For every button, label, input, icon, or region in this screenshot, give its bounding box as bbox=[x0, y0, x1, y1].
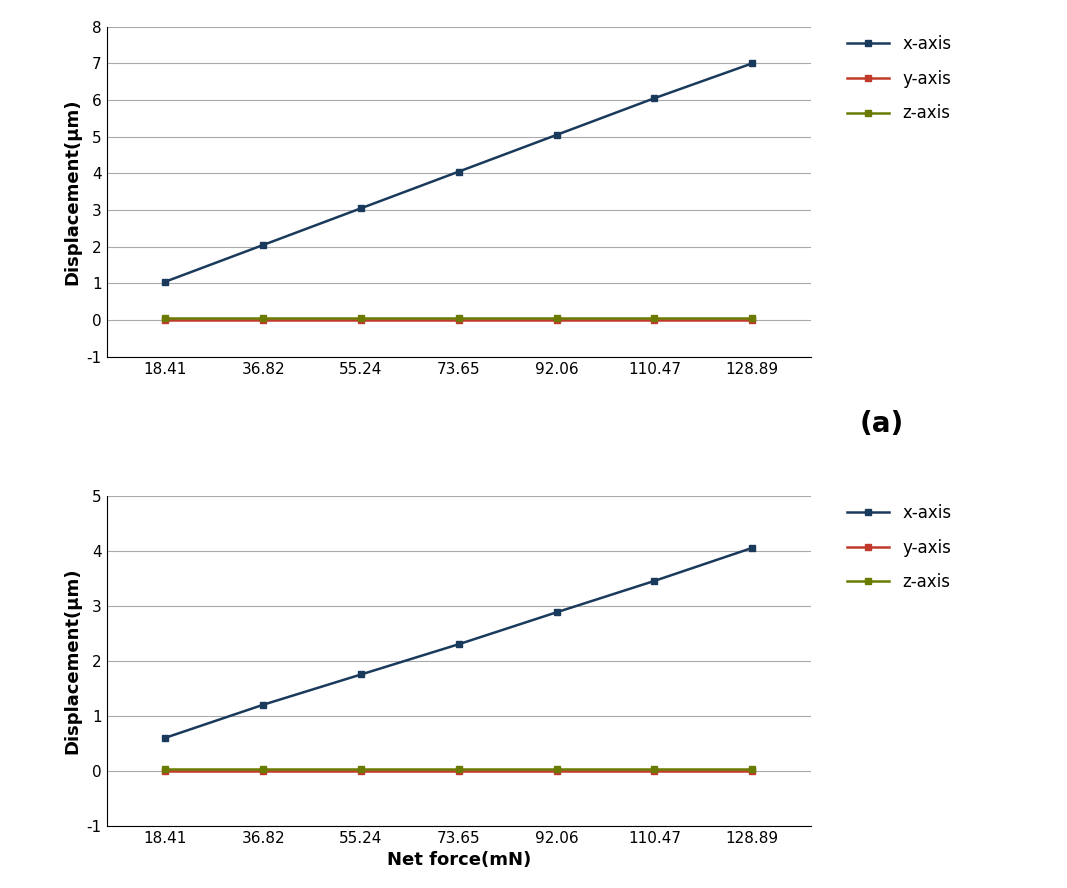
z-axis bbox=[746, 313, 759, 324]
x-axis bbox=[551, 607, 563, 618]
x-axis bbox=[648, 93, 660, 104]
Legend: x-axis, y-axis, z-axis: x-axis, y-axis, z-axis bbox=[841, 28, 958, 129]
y-axis bbox=[551, 765, 563, 776]
z-axis bbox=[354, 764, 367, 774]
x-axis bbox=[452, 166, 465, 177]
Y-axis label: Displacement(μm): Displacement(μm) bbox=[63, 99, 81, 285]
z-axis bbox=[648, 313, 660, 324]
x-axis bbox=[159, 733, 172, 743]
z-axis bbox=[746, 764, 759, 774]
z-axis bbox=[452, 764, 465, 774]
Text: (a): (a) bbox=[859, 409, 904, 438]
x-axis bbox=[648, 575, 660, 586]
Line: z-axis: z-axis bbox=[162, 765, 755, 772]
y-axis bbox=[648, 765, 660, 776]
y-axis bbox=[257, 315, 270, 326]
Line: y-axis: y-axis bbox=[162, 767, 755, 774]
x-axis bbox=[354, 670, 367, 680]
z-axis bbox=[452, 313, 465, 324]
y-axis bbox=[159, 765, 172, 776]
y-axis bbox=[257, 765, 270, 776]
y-axis bbox=[354, 315, 367, 326]
y-axis bbox=[159, 315, 172, 326]
x-axis bbox=[551, 130, 563, 140]
x-axis bbox=[354, 203, 367, 214]
x-axis bbox=[452, 638, 465, 649]
y-axis bbox=[354, 765, 367, 776]
Line: x-axis: x-axis bbox=[162, 59, 755, 285]
y-axis bbox=[551, 315, 563, 326]
z-axis bbox=[551, 313, 563, 324]
z-axis bbox=[159, 313, 172, 324]
Line: x-axis: x-axis bbox=[162, 544, 755, 741]
x-axis bbox=[257, 700, 270, 710]
z-axis bbox=[648, 764, 660, 774]
Legend: x-axis, y-axis, z-axis: x-axis, y-axis, z-axis bbox=[841, 497, 958, 598]
z-axis bbox=[551, 764, 563, 774]
z-axis bbox=[257, 313, 270, 324]
x-axis bbox=[746, 58, 759, 68]
y-axis bbox=[746, 765, 759, 776]
z-axis bbox=[257, 764, 270, 774]
Line: y-axis: y-axis bbox=[162, 317, 755, 323]
y-axis bbox=[746, 315, 759, 326]
y-axis bbox=[648, 315, 660, 326]
x-axis bbox=[159, 276, 172, 287]
x-axis bbox=[257, 240, 270, 250]
z-axis bbox=[159, 764, 172, 774]
X-axis label: Net force(mN): Net force(mN) bbox=[386, 852, 531, 869]
y-axis bbox=[452, 765, 465, 776]
x-axis bbox=[746, 543, 759, 553]
Line: z-axis: z-axis bbox=[162, 315, 755, 321]
y-axis bbox=[452, 315, 465, 326]
Y-axis label: Displacement(μm): Displacement(μm) bbox=[63, 567, 81, 754]
z-axis bbox=[354, 313, 367, 324]
